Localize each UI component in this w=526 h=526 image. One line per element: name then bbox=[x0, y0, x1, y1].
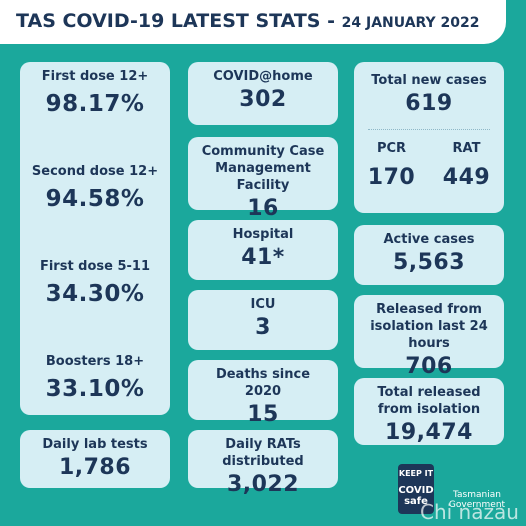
vaccination-stat: First dose 5-11 34.30% bbox=[20, 258, 170, 309]
title-text: TAS COVID-19 LATEST STATS bbox=[16, 10, 321, 32]
stat-card: ICU 3 bbox=[188, 290, 338, 350]
banner: TAS COVID-19 LATEST STATS - 24 JANUARY 2… bbox=[0, 0, 506, 44]
card-label: Boosters 18+ bbox=[45, 354, 145, 369]
card-value: 33.10% bbox=[45, 376, 145, 402]
stat-card: Total released from isolation 19,474 bbox=[354, 378, 504, 445]
vaccination-stat: First dose 12+ 98.17% bbox=[20, 68, 170, 119]
card-value: 1,786 bbox=[58, 455, 132, 480]
stat-card: Released from isolation last 24 hours 706 bbox=[354, 295, 504, 379]
stat-card: Daily RATs distributed 3,022 bbox=[188, 430, 338, 497]
date: 24 JANUARY 2022 bbox=[341, 15, 480, 31]
card-label: First dose 12+ bbox=[41, 69, 149, 84]
card-value: 19,474 bbox=[385, 420, 473, 445]
vaccination-stat: Second dose 12+ 94.58% bbox=[20, 163, 170, 214]
card-value: 449 bbox=[442, 165, 491, 190]
logos: KEEP IT COVID safe Tasmanian Government bbox=[398, 460, 508, 520]
split: PCR 170 RAT 449 bbox=[354, 140, 504, 193]
stat-card: COVID@home 302 bbox=[188, 62, 338, 125]
logo-text: KEEP IT bbox=[398, 469, 434, 478]
card-label: Community Case Management Facility bbox=[201, 144, 325, 193]
rat: RAT 449 bbox=[443, 140, 490, 193]
vaccination-card: First dose 12+ 98.17% Second dose 12+ 94.58… bbox=[20, 62, 170, 415]
covid-safe-logo: KEEP IT COVID safe bbox=[398, 464, 434, 514]
card-label: ICU bbox=[250, 297, 276, 312]
logo-text: COVID safe bbox=[398, 485, 434, 507]
card-value: 706 bbox=[405, 354, 453, 379]
card-value: 98.17% bbox=[45, 91, 145, 117]
card-label: Total new cases bbox=[371, 73, 487, 88]
card-label: Hospital bbox=[232, 227, 294, 242]
card-label: Daily lab tests bbox=[42, 437, 148, 452]
card-value: 619 bbox=[405, 91, 453, 116]
card-label: Deaths since 2020 bbox=[215, 367, 311, 399]
card-value: 41* bbox=[241, 245, 285, 270]
card-label: PCR bbox=[376, 141, 407, 156]
card-value: 34.30% bbox=[45, 281, 145, 307]
stat-card: Hospital 41* bbox=[188, 220, 338, 280]
card-label: COVID@home bbox=[213, 69, 313, 84]
new-cases-card: Total new cases 619 PCR 170 RAT 449 bbox=[354, 62, 504, 213]
card-label: RAT bbox=[452, 141, 481, 156]
card-label: Second dose 12+ bbox=[31, 164, 159, 179]
card-value: 302 bbox=[239, 87, 287, 112]
pcr: PCR 170 bbox=[368, 140, 415, 193]
separator: - bbox=[327, 10, 336, 32]
vaccination-stat: Boosters 18+ 33.10% bbox=[20, 353, 170, 404]
card-value: 94.58% bbox=[45, 186, 145, 212]
stat-card: Active cases 5,563 bbox=[354, 225, 504, 285]
divider bbox=[368, 129, 490, 130]
card-label: Active cases bbox=[383, 232, 475, 247]
card-value: 15 bbox=[247, 402, 279, 427]
card-label: Released from isolation last 24 hours bbox=[370, 302, 488, 351]
lab-tests-card: Daily lab tests 1,786 bbox=[20, 430, 170, 488]
card-value: 3,022 bbox=[226, 472, 300, 497]
watermark: Chi nazau bbox=[420, 500, 519, 524]
government-logo: Tasmanian Government bbox=[448, 490, 506, 510]
card-label: Total released from isolation bbox=[377, 385, 481, 417]
stat-card: Community Case Management Facility 16 bbox=[188, 137, 338, 221]
title: TAS COVID-19 LATEST STATS - 24 JANUARY 2… bbox=[16, 10, 480, 32]
card-value: 16 bbox=[247, 196, 279, 221]
card-label: Daily RATs distributed bbox=[222, 437, 304, 469]
card-value: 170 bbox=[367, 165, 416, 190]
card-value: 5,563 bbox=[392, 250, 466, 275]
card-value: 3 bbox=[255, 315, 271, 340]
card-label: First dose 5-11 bbox=[39, 259, 151, 274]
stat-card: Deaths since 2020 15 bbox=[188, 360, 338, 427]
